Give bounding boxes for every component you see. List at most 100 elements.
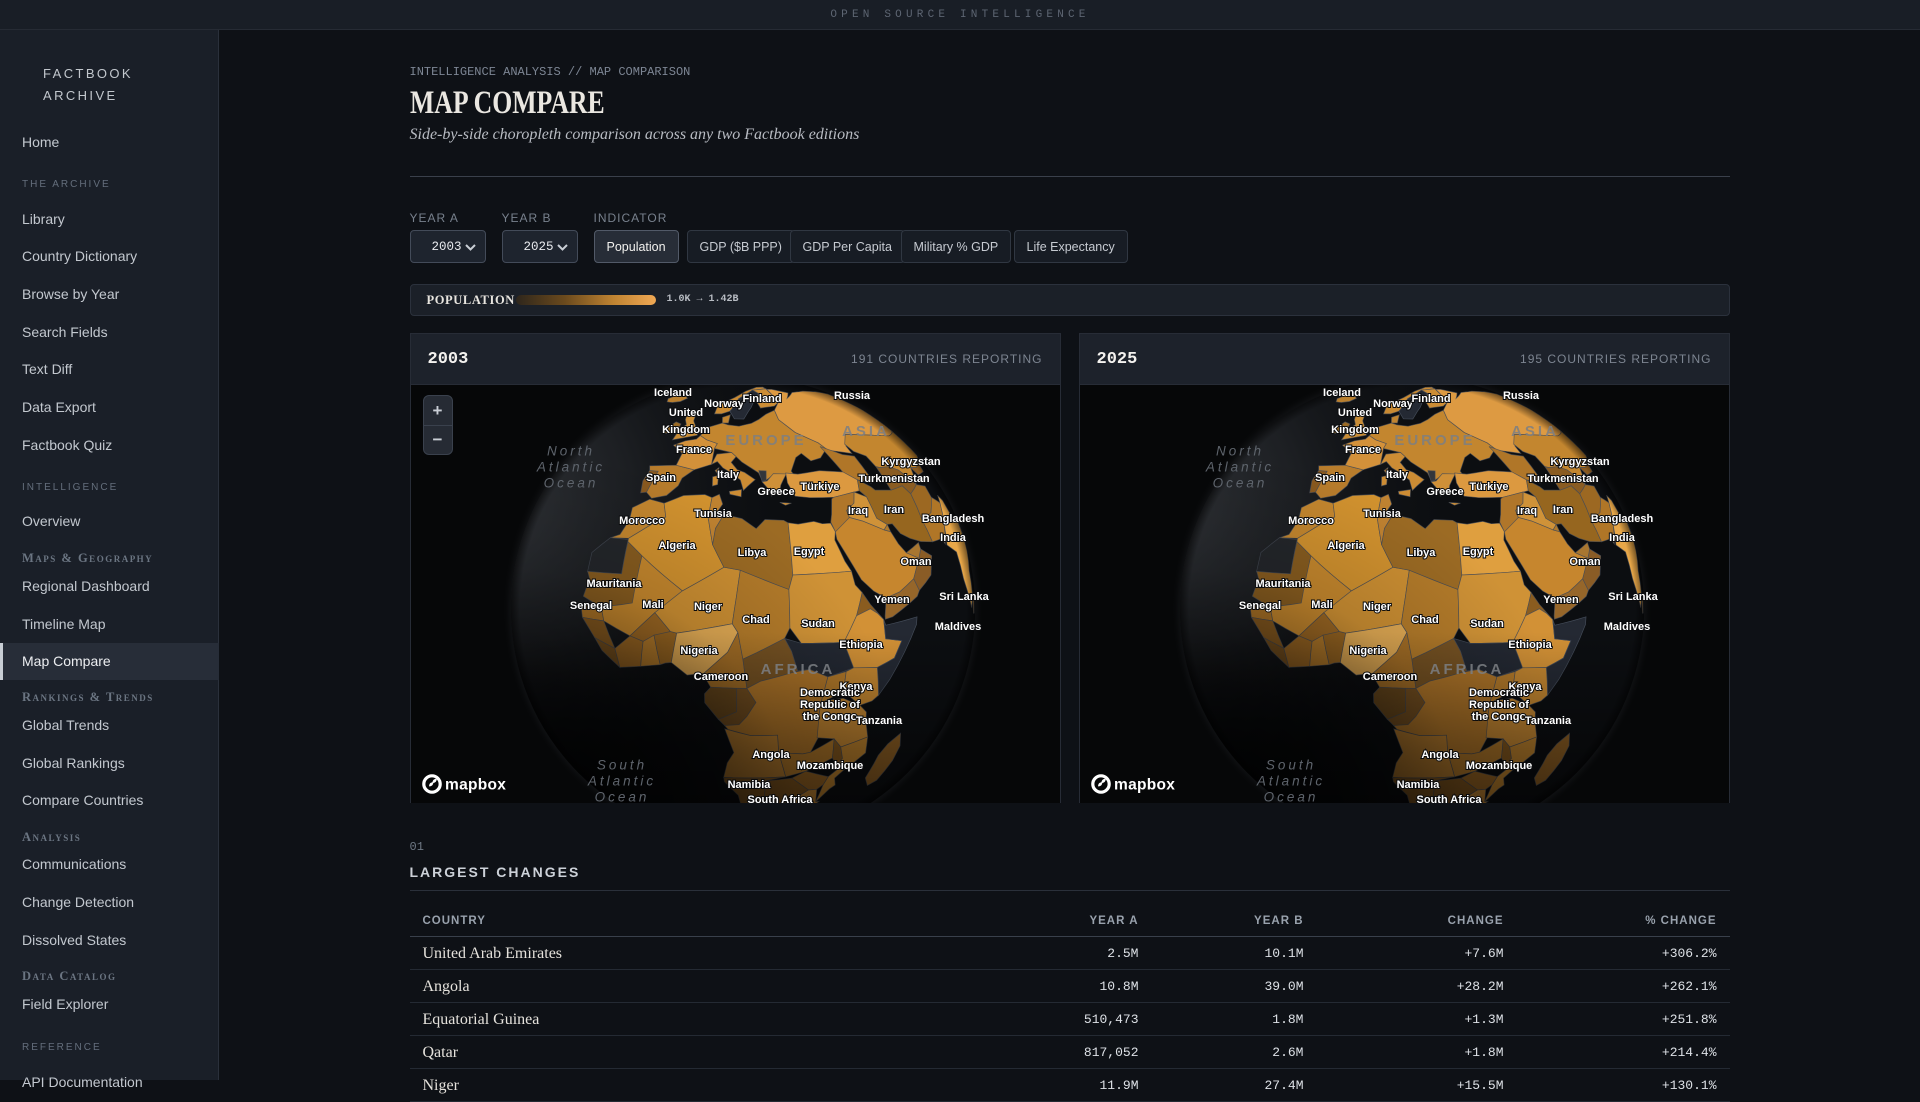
svg-text:Cameroon: Cameroon [693, 671, 748, 683]
svg-text:Kenya: Kenya [1508, 681, 1542, 693]
svg-text:the Congo: the Congo [802, 711, 857, 723]
svg-text:Mauritania: Mauritania [1255, 578, 1311, 590]
svg-text:Greece: Greece [1426, 486, 1463, 498]
svg-text:Namibia: Namibia [1396, 779, 1440, 791]
svg-text:United: United [1337, 407, 1371, 419]
svg-text:Niger: Niger [1362, 601, 1391, 613]
svg-text:Tunisia: Tunisia [694, 508, 733, 520]
svg-text:Iraq: Iraq [1516, 505, 1536, 517]
svg-text:Greece: Greece [757, 486, 794, 498]
svg-text:Ocean: Ocean [1212, 476, 1267, 491]
svg-text:AFRICA: AFRICA [760, 661, 835, 678]
svg-text:Türkiye: Türkiye [800, 481, 839, 493]
svg-text:Norway: Norway [704, 398, 745, 410]
svg-text:Senegal: Senegal [569, 600, 611, 612]
svg-text:Iran: Iran [883, 504, 903, 516]
svg-text:Iceland: Iceland [1323, 387, 1361, 399]
svg-text:South Africa: South Africa [1416, 794, 1482, 803]
svg-text:Norway: Norway [1373, 398, 1414, 410]
svg-text:Algeria: Algeria [1327, 540, 1365, 552]
svg-text:India: India [940, 532, 967, 544]
svg-text:Algeria: Algeria [658, 540, 696, 552]
svg-text:Angola: Angola [1421, 749, 1459, 761]
svg-text:Democratic: Democratic [1469, 687, 1529, 699]
svg-text:Sudan: Sudan [801, 618, 835, 630]
svg-text:Ethiopia: Ethiopia [1508, 639, 1552, 651]
svg-text:Egypt: Egypt [1462, 546, 1493, 558]
svg-text:Maldives: Maldives [1603, 621, 1649, 633]
svg-text:Egypt: Egypt [793, 546, 824, 558]
svg-text:mapbox: mapbox [445, 777, 506, 794]
svg-text:Chad: Chad [742, 614, 770, 626]
svg-text:Ethiopia: Ethiopia [839, 639, 883, 651]
svg-text:Mauritania: Mauritania [586, 578, 642, 590]
svg-text:South: South [1265, 758, 1315, 773]
svg-text:Nigeria: Nigeria [680, 645, 718, 657]
svg-text:Yemen: Yemen [1543, 594, 1579, 606]
svg-text:Nigeria: Nigeria [1349, 645, 1387, 657]
svg-text:North: North [546, 444, 594, 459]
svg-text:Bangladesh: Bangladesh [921, 513, 984, 525]
svg-text:India: India [1609, 532, 1636, 544]
svg-text:France: France [675, 444, 711, 456]
svg-text:Atlantic: Atlantic [586, 774, 655, 789]
svg-text:South: South [596, 758, 646, 773]
svg-text:Turkmenistan: Turkmenistan [858, 473, 930, 485]
svg-text:Morocco: Morocco [1288, 515, 1334, 527]
svg-text:Oman: Oman [1569, 556, 1600, 568]
svg-text:Finland: Finland [1411, 393, 1450, 405]
svg-text:Italy: Italy [716, 469, 739, 481]
svg-text:Bangladesh: Bangladesh [1590, 513, 1653, 525]
svg-text:Kingdom: Kingdom [662, 424, 710, 436]
svg-text:ASIA: ASIA [1511, 423, 1559, 440]
svg-text:Spain: Spain [1315, 472, 1345, 484]
svg-text:Russia: Russia [1502, 390, 1539, 402]
svg-text:France: France [1344, 444, 1380, 456]
svg-text:Russia: Russia [833, 390, 870, 402]
svg-text:Atlantic: Atlantic [535, 460, 604, 475]
svg-text:Turkmenistan: Turkmenistan [1527, 473, 1599, 485]
svg-text:Mali: Mali [642, 599, 663, 611]
svg-text:Libya: Libya [737, 547, 767, 559]
svg-text:Mali: Mali [1311, 599, 1332, 611]
svg-text:Namibia: Namibia [727, 779, 771, 791]
svg-text:EUROPE: EUROPE [1394, 432, 1475, 449]
svg-text:Ocean: Ocean [594, 790, 649, 803]
svg-text:Angola: Angola [752, 749, 790, 761]
svg-text:Tunisia: Tunisia [1363, 508, 1402, 520]
svg-text:North: North [1215, 444, 1263, 459]
svg-text:Atlantic: Atlantic [1204, 460, 1273, 475]
svg-text:Iran: Iran [1552, 504, 1572, 516]
svg-text:Democratic: Democratic [800, 687, 860, 699]
svg-text:Libya: Libya [1406, 547, 1436, 559]
svg-text:Kingdom: Kingdom [1331, 424, 1379, 436]
svg-text:Republic of: Republic of [1469, 699, 1529, 711]
svg-text:Senegal: Senegal [1238, 600, 1280, 612]
svg-text:ASIA: ASIA [842, 423, 890, 440]
svg-text:Mozambique: Mozambique [1465, 760, 1532, 772]
svg-text:Türkiye: Türkiye [1469, 481, 1508, 493]
svg-text:Cameroon: Cameroon [1362, 671, 1417, 683]
svg-text:Republic of: Republic of [800, 699, 860, 711]
svg-text:Maldives: Maldives [934, 621, 980, 633]
svg-text:United: United [668, 407, 702, 419]
svg-text:South Africa: South Africa [747, 794, 813, 803]
svg-text:Atlantic: Atlantic [1255, 774, 1324, 789]
svg-text:EUROPE: EUROPE [725, 432, 806, 449]
svg-text:Kyrgyzstan: Kyrgyzstan [881, 456, 941, 468]
svg-text:Ocean: Ocean [1263, 790, 1318, 803]
svg-text:Niger: Niger [693, 601, 722, 613]
svg-text:Mozambique: Mozambique [796, 760, 863, 772]
svg-text:Tanzania: Tanzania [855, 715, 902, 727]
svg-text:mapbox: mapbox [1114, 777, 1175, 794]
svg-text:Tanzania: Tanzania [1524, 715, 1571, 727]
svg-text:Spain: Spain [646, 472, 676, 484]
svg-text:Sri Lanka: Sri Lanka [939, 591, 989, 603]
svg-text:AFRICA: AFRICA [1429, 661, 1504, 678]
svg-text:the Congo: the Congo [1471, 711, 1526, 723]
svg-text:Italy: Italy [1385, 469, 1408, 481]
svg-text:Ocean: Ocean [543, 476, 598, 491]
svg-text:Iraq: Iraq [847, 505, 867, 517]
svg-text:Finland: Finland [742, 393, 781, 405]
svg-text:Iceland: Iceland [654, 387, 692, 399]
